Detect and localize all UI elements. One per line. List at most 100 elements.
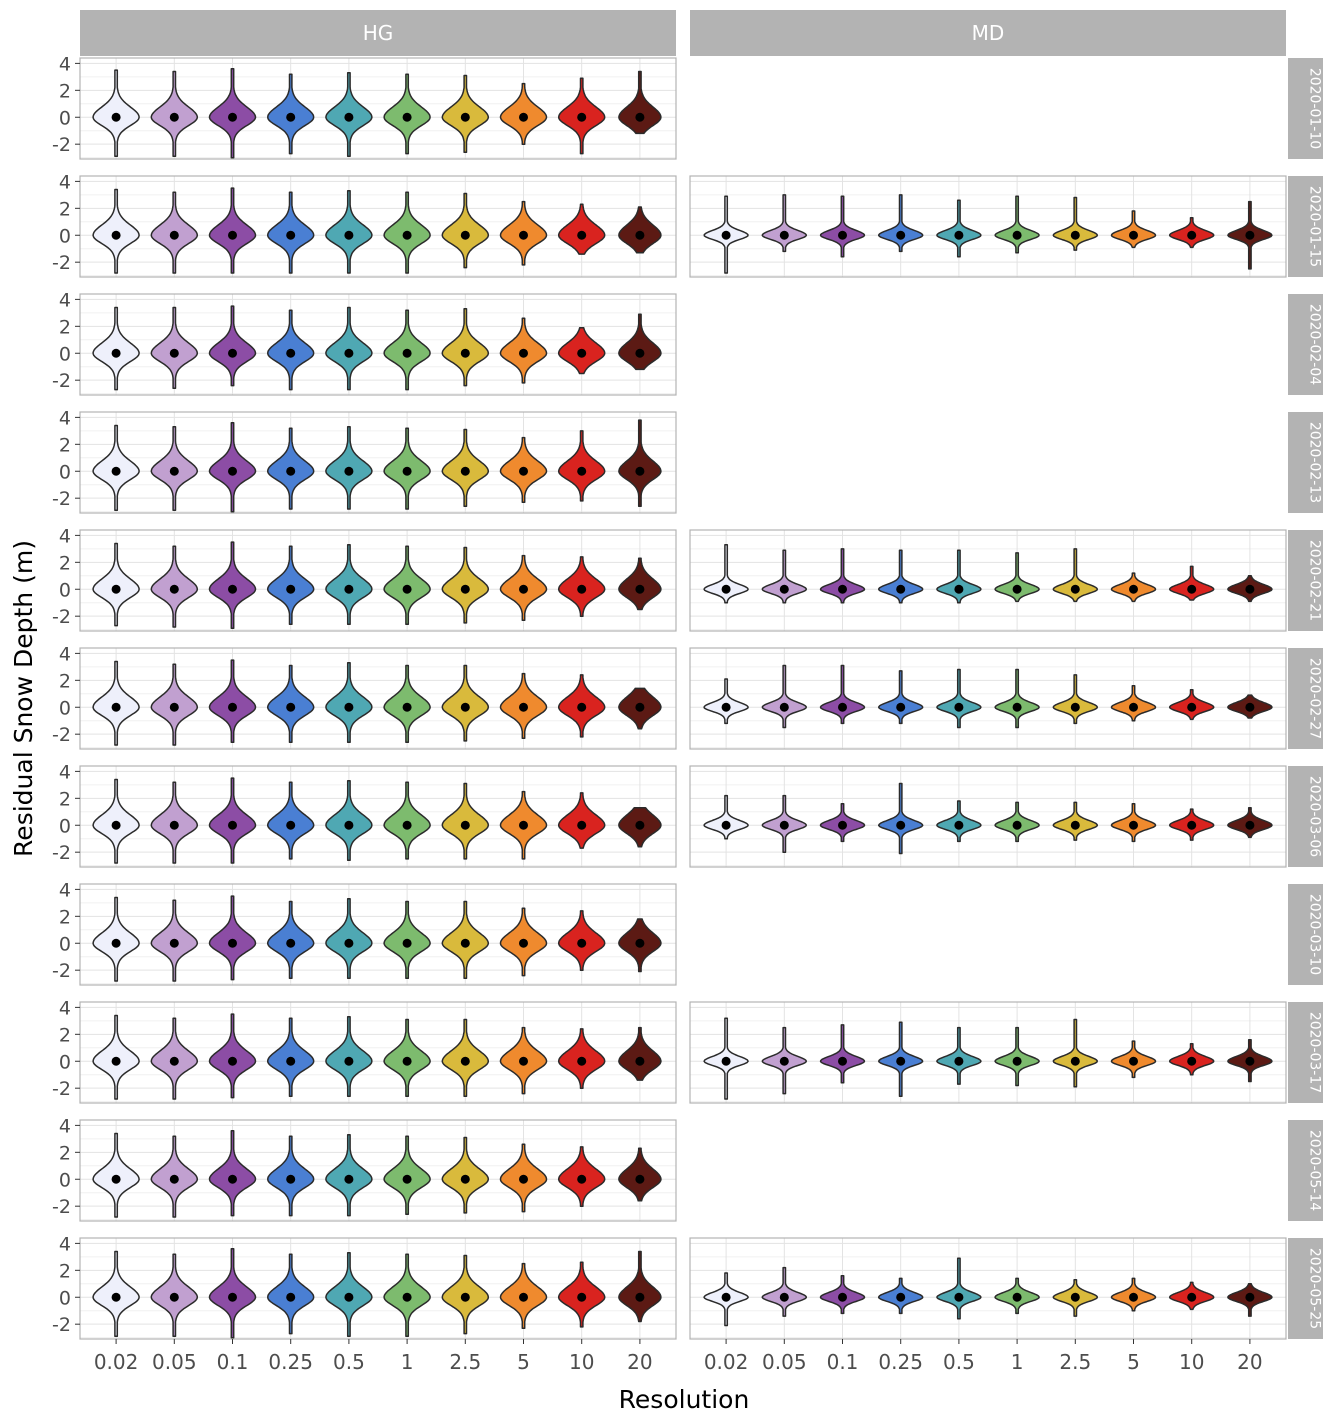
median-point xyxy=(577,230,587,240)
row-strip-label: 2020-05-14 xyxy=(1307,1130,1323,1211)
violin-md-0.25 xyxy=(877,194,924,253)
median-point xyxy=(286,1056,296,1066)
median-point xyxy=(1129,230,1138,240)
y-tick-label: 0 xyxy=(59,343,71,365)
y-tick-label: 2 xyxy=(59,316,71,338)
y-axis-title: Residual Snow Depth (m) xyxy=(9,540,38,857)
median-point xyxy=(635,1056,645,1066)
y-tick-label: 4 xyxy=(59,171,71,193)
median-point xyxy=(169,1056,179,1066)
median-point xyxy=(896,1056,906,1066)
x-tick-label-0.25: 0.25 xyxy=(268,1350,313,1374)
y-tick-label: 2 xyxy=(59,1142,71,1164)
median-point xyxy=(169,1174,179,1184)
median-point xyxy=(1245,702,1255,712)
median-point xyxy=(344,1174,354,1184)
median-point xyxy=(169,820,179,830)
median-point xyxy=(1187,584,1197,594)
y-tick-label: -2 xyxy=(52,960,71,982)
violin-md-0.5 xyxy=(936,668,982,729)
y-tick-label: -2 xyxy=(52,252,71,274)
violin-md-0.02 xyxy=(703,678,749,725)
median-point xyxy=(111,466,121,476)
median-point xyxy=(344,230,354,240)
panel-hg-2020-05-25 xyxy=(79,1237,677,1340)
panel-border xyxy=(79,529,677,632)
row-strip-label: 2020-03-17 xyxy=(1307,1012,1323,1093)
panel-border xyxy=(689,647,1287,750)
row-strip-2020-02-27 xyxy=(1288,648,1323,749)
median-point xyxy=(402,1174,412,1184)
median-point xyxy=(838,230,847,240)
panel-border xyxy=(79,765,677,868)
median-point xyxy=(721,820,731,830)
violin-hg-20 xyxy=(618,70,662,135)
median-point xyxy=(1129,584,1138,594)
median-point xyxy=(954,820,964,830)
median-point xyxy=(1012,1292,1022,1302)
panel-border xyxy=(79,411,677,514)
median-point xyxy=(519,702,528,712)
facet-strip-hg xyxy=(80,10,676,56)
facet-strip-label-hg: HG xyxy=(363,21,394,45)
median-point xyxy=(1187,820,1197,830)
median-point xyxy=(402,584,412,594)
violin-md-0.25 xyxy=(877,782,924,855)
median-point xyxy=(721,1292,731,1302)
median-point xyxy=(286,820,296,830)
median-point xyxy=(344,348,354,358)
y-tick-label: 0 xyxy=(59,461,71,483)
median-point xyxy=(1187,230,1197,240)
median-point xyxy=(169,702,179,712)
median-point xyxy=(286,348,296,358)
panel-hg-2020-03-10 xyxy=(79,883,677,986)
median-point xyxy=(896,1292,906,1302)
y-tick-label: 2 xyxy=(59,1260,71,1282)
panel-hg-2020-05-14 xyxy=(79,1119,677,1222)
row-strip-label: 2020-05-25 xyxy=(1307,1248,1323,1329)
median-point xyxy=(1129,1292,1138,1302)
panel-border xyxy=(689,175,1287,278)
median-point xyxy=(519,1292,528,1302)
y-tick-label: -2 xyxy=(52,1314,71,1336)
median-point xyxy=(1070,820,1080,830)
median-point xyxy=(779,230,789,240)
y-tick-label: 4 xyxy=(59,1233,71,1255)
x-tick-label-0.5: 0.5 xyxy=(943,1350,975,1374)
median-point xyxy=(344,584,354,594)
median-point xyxy=(1187,1292,1197,1302)
y-tick-label: 2 xyxy=(59,670,71,692)
panel-border xyxy=(79,1237,677,1340)
median-point xyxy=(402,1292,412,1302)
median-point xyxy=(838,1056,847,1066)
panel-border xyxy=(689,1237,1287,1340)
median-point xyxy=(635,112,645,122)
row-strip-2020-02-13 xyxy=(1288,412,1323,513)
median-point xyxy=(402,820,412,830)
facet-strip-label-md: MD xyxy=(972,21,1005,45)
panel-border xyxy=(689,529,1287,632)
x-tick-label-2.5: 2.5 xyxy=(1059,1350,1091,1374)
x-axis-title: Resolution xyxy=(619,1385,750,1414)
y-tick-label: -2 xyxy=(52,606,71,628)
x-tick-label-5: 5 xyxy=(1127,1350,1140,1374)
y-tick-label: 4 xyxy=(59,53,71,75)
median-point xyxy=(721,702,731,712)
panel-md-2020-02-21 xyxy=(689,529,1287,632)
y-tick-label: 4 xyxy=(59,997,71,1019)
median-point xyxy=(838,584,847,594)
x-tick-label-2.5: 2.5 xyxy=(449,1350,481,1374)
y-tick-label: -2 xyxy=(52,1196,71,1218)
violin-hg-20 xyxy=(618,419,662,508)
median-point xyxy=(635,230,645,240)
panel-border xyxy=(79,175,677,278)
median-point xyxy=(286,466,296,476)
panel-hg-2020-01-15 xyxy=(79,175,677,278)
median-point xyxy=(779,584,789,594)
median-point xyxy=(111,938,121,948)
violin-hg-0.5 xyxy=(325,544,373,626)
violin-md-2.5 xyxy=(1052,548,1099,603)
violin-hg-0.25 xyxy=(266,781,315,860)
median-point xyxy=(779,702,789,712)
median-point xyxy=(838,820,847,830)
